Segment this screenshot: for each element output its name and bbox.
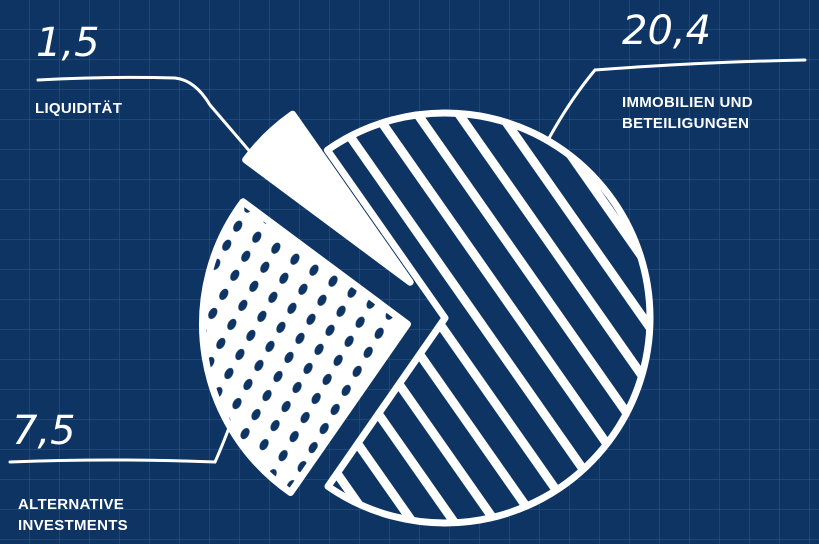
pie-slice <box>242 110 414 286</box>
category-label: IMMOBILIEN UND BETEILIGUNGEN <box>622 94 753 132</box>
value-label: 20,4 <box>622 8 712 54</box>
pie-slice <box>199 198 411 496</box>
pie-slice <box>323 109 654 527</box>
category-label: LIQUIDITÄT <box>35 100 123 117</box>
value-label: 1,5 <box>36 20 100 66</box>
category-label: ALTERNATIVE INVESTMENTS <box>18 496 128 534</box>
value-label: 7,5 <box>12 408 76 454</box>
leader-line <box>36 75 272 177</box>
leader-line <box>546 58 807 142</box>
